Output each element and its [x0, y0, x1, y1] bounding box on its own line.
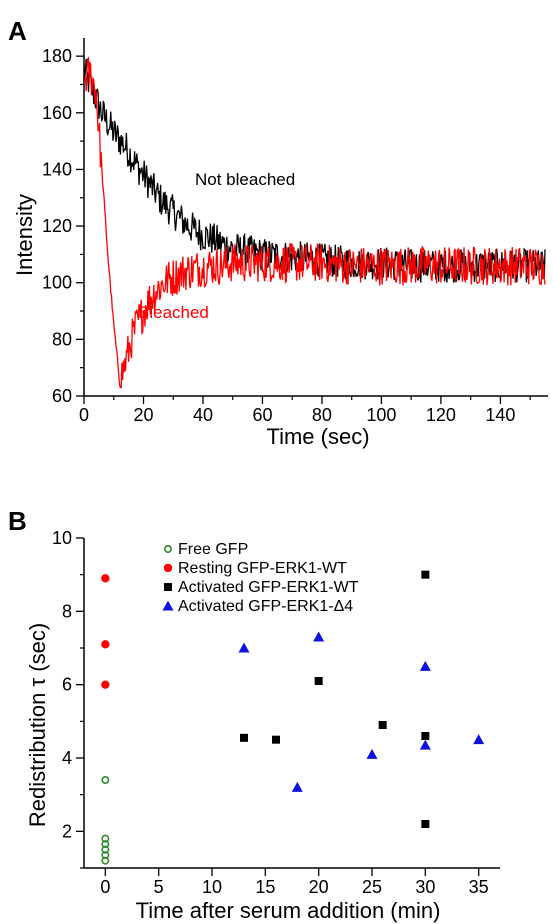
data-point — [473, 734, 485, 745]
legend-marker — [162, 600, 174, 611]
panel-a-x-tick-label: 120 — [426, 405, 456, 425]
panel-a-x-axis-label: Time (sec) — [266, 424, 369, 449]
panel-b-x-tick-label: 20 — [309, 877, 329, 897]
panel-a-y-tick-label: 180 — [42, 46, 72, 66]
panel-a-y-tick-label: 80 — [52, 329, 72, 349]
legend-marker — [163, 563, 173, 573]
data-point — [101, 640, 110, 649]
panel-b-x-tick-label: 25 — [362, 877, 382, 897]
data-point — [378, 721, 387, 729]
data-point — [101, 856, 110, 865]
data-point — [421, 732, 430, 740]
panel-a-y-tick-label: 140 — [42, 159, 72, 179]
panel-a-letter: A — [8, 16, 27, 46]
panel-b-x-tick-label: 10 — [202, 877, 222, 897]
panel-b-x-tick-label: 35 — [469, 877, 489, 897]
panel-a-x-tick-label: 40 — [193, 405, 213, 425]
legend-entry-label: Resting GFP-ERK1-WT — [178, 560, 347, 577]
series-line-bleached — [83, 56, 546, 389]
panel-a-x-tick-label: 80 — [312, 405, 332, 425]
data-point — [313, 631, 325, 642]
panel-a-x-tick-label: 140 — [485, 405, 515, 425]
panel-a-series-lines — [83, 56, 546, 389]
panel-b-x-tick-label: 5 — [154, 877, 164, 897]
data-point — [421, 820, 430, 828]
panel-b-points — [101, 570, 485, 865]
panel-b-y-tick-label: 2 — [62, 821, 72, 841]
data-point — [101, 680, 110, 689]
panel-b-y-tick-label: 4 — [62, 748, 72, 768]
data-point — [240, 733, 248, 742]
panel-b-letter: B — [8, 506, 27, 536]
panel-b-axes: 0 5 10 15 20 25 30 35 2 4 6 8 10 — [52, 528, 500, 897]
panel-a-y-axis-label: Intensity — [12, 194, 37, 276]
data-point — [421, 570, 430, 579]
series-line-not-bleached — [83, 58, 546, 283]
panel-a-x-tick-label: 20 — [133, 405, 153, 425]
data-point — [291, 781, 303, 792]
data-point — [272, 735, 280, 744]
data-point — [101, 834, 110, 843]
legend-entry-label: Activated GFP-ERK1-WT — [178, 579, 359, 596]
panel-a-y-tick-label: 100 — [42, 273, 72, 293]
data-point — [101, 840, 110, 849]
panel-a-x-tick-label: 100 — [366, 405, 396, 425]
data-point — [101, 845, 110, 854]
panel-b-chart: B 0 5 10 15 20 25 30 35 2 4 6 8 10 Free GFP Resting G… — [8, 506, 500, 923]
panel-b-x-axis-label: Time after serum addition (min) — [136, 898, 441, 923]
panel-a-x-tick-label: 0 — [79, 405, 89, 425]
annotation-not-bleached: Not bleached — [195, 170, 295, 189]
panel-b-y-tick-label: 10 — [52, 528, 72, 548]
panel-b-y-axis-label: Redistribution τ (sec) — [25, 623, 50, 827]
legend-entry-label: Free GFP — [178, 541, 248, 558]
data-point — [314, 677, 323, 685]
data-point — [366, 748, 378, 759]
legend-marker — [164, 544, 173, 553]
panel-a-chart: A 0 20 40 60 80 100 120 1406080100120140160180 … — [8, 16, 548, 449]
panel-b-x-tick-label: 15 — [255, 877, 275, 897]
data-point — [419, 739, 431, 750]
panel-b-x-tick-label: 30 — [415, 877, 435, 897]
panel-a-y-tick-label: 60 — [52, 386, 72, 406]
data-point — [419, 660, 431, 671]
annotation-bleached: Bleached — [138, 303, 209, 322]
panel-b-y-tick-label: 6 — [62, 675, 72, 695]
panel-a-y-tick-label: 160 — [42, 103, 72, 123]
legend-entry-label: Activated GFP-ERK1-Δ4 — [178, 598, 353, 615]
panel-b-y-tick-label: 8 — [62, 601, 72, 621]
panel-b-legend: Free GFP Resting GFP-ERK1-WT Activated GFP… — [162, 541, 359, 615]
data-point — [101, 851, 110, 860]
data-point — [238, 642, 250, 653]
data-point — [101, 574, 110, 583]
panel-a-y-tick-label: 120 — [42, 216, 72, 236]
legend-marker — [164, 583, 172, 591]
data-point — [101, 775, 110, 784]
panel-b-x-tick-label: 0 — [100, 877, 110, 897]
panel-a-axes: 0 20 40 60 80 100 120 140 60 80 100 120 140 160 180 — [42, 38, 548, 425]
panel-a-x-tick-label: 60 — [252, 405, 272, 425]
